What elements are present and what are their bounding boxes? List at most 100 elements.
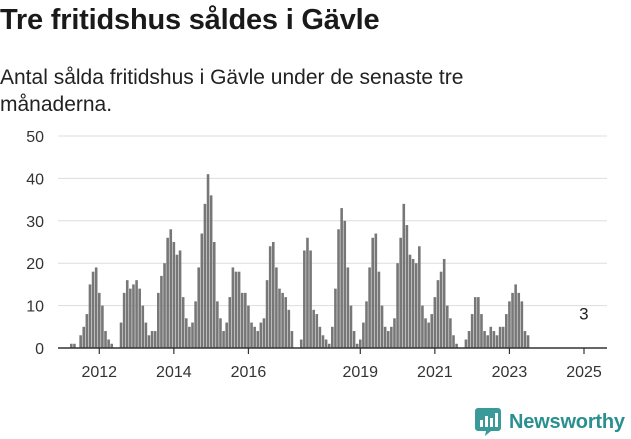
bar bbox=[141, 305, 145, 348]
bar bbox=[402, 203, 406, 348]
grid-lines bbox=[58, 135, 607, 307]
bar bbox=[160, 275, 163, 348]
bar bbox=[88, 284, 92, 348]
y-tick-label: 30 bbox=[26, 214, 44, 231]
bar bbox=[365, 301, 368, 348]
x-tick-label: 2021 bbox=[417, 364, 453, 381]
bar bbox=[455, 343, 458, 348]
chart-title: Tre fritidshus såldes i Gävle bbox=[0, 4, 380, 36]
bar bbox=[256, 331, 260, 348]
bar bbox=[495, 335, 499, 348]
bar bbox=[386, 331, 390, 348]
bar bbox=[150, 331, 154, 348]
bar bbox=[110, 343, 114, 348]
bar bbox=[368, 267, 371, 348]
y-tick-label: 50 bbox=[26, 129, 44, 146]
bar bbox=[473, 297, 477, 348]
bar bbox=[104, 331, 107, 348]
bar bbox=[377, 271, 381, 348]
bar bbox=[315, 314, 319, 348]
bar bbox=[501, 326, 505, 348]
bar bbox=[122, 292, 126, 348]
bar bbox=[324, 339, 328, 348]
bar bbox=[321, 335, 325, 348]
bar bbox=[200, 233, 204, 348]
bar bbox=[306, 237, 309, 348]
bar bbox=[225, 322, 228, 348]
bar bbox=[138, 288, 141, 348]
bar bbox=[520, 301, 524, 348]
bar bbox=[486, 335, 489, 348]
bar bbox=[259, 322, 263, 348]
bar bbox=[418, 246, 421, 348]
x-tick-label: 2016 bbox=[231, 364, 267, 381]
bar bbox=[421, 305, 424, 348]
bar bbox=[268, 246, 272, 348]
y-axis-tick-labels: 0 10 20 30 40 50 bbox=[26, 129, 44, 358]
bar bbox=[234, 271, 238, 348]
y-tick-label: 10 bbox=[26, 299, 44, 316]
chart-subtitle: Antal sålda fritidshus i Gävle under de … bbox=[0, 66, 464, 116]
bar bbox=[514, 284, 517, 348]
bar bbox=[203, 203, 207, 348]
bar bbox=[135, 280, 138, 348]
bar bbox=[327, 343, 331, 348]
x-tick-label: 2012 bbox=[81, 364, 117, 381]
bar bbox=[523, 331, 527, 348]
bar bbox=[517, 292, 521, 348]
bar bbox=[147, 335, 151, 348]
bar bbox=[340, 208, 343, 348]
bar bbox=[355, 343, 359, 348]
bar bbox=[184, 318, 188, 348]
bar bbox=[511, 292, 514, 348]
bar bbox=[393, 318, 396, 348]
bar bbox=[132, 284, 135, 348]
bar bbox=[157, 292, 160, 348]
bar bbox=[153, 331, 157, 348]
bar bbox=[358, 339, 362, 348]
bar bbox=[250, 322, 253, 348]
bar bbox=[262, 318, 266, 348]
bar bbox=[408, 254, 412, 348]
bar bbox=[427, 322, 430, 348]
bar bbox=[424, 318, 427, 348]
bar bbox=[352, 331, 356, 348]
bar bbox=[181, 297, 185, 348]
bar bbox=[253, 326, 256, 348]
bar bbox=[362, 322, 365, 348]
bar bbox=[278, 288, 281, 348]
bar bbox=[390, 326, 393, 348]
bar bbox=[237, 271, 241, 348]
newsworthy-icon bbox=[475, 408, 501, 436]
y-tick-label: 40 bbox=[26, 171, 44, 188]
bar bbox=[287, 309, 291, 348]
bar bbox=[216, 301, 219, 348]
bar bbox=[194, 301, 197, 348]
bar bbox=[94, 267, 98, 348]
bar bbox=[222, 331, 225, 348]
bar bbox=[464, 339, 468, 348]
bar bbox=[337, 229, 340, 348]
bar bbox=[414, 263, 418, 348]
bar bbox=[129, 288, 132, 348]
bar bbox=[374, 233, 378, 348]
bar bbox=[271, 242, 275, 348]
x-tick-label: 2014 bbox=[156, 364, 192, 381]
bar bbox=[228, 297, 232, 348]
bar bbox=[331, 326, 334, 348]
bar bbox=[346, 267, 350, 348]
bar bbox=[73, 343, 76, 348]
x-tick-label: 2019 bbox=[342, 364, 378, 381]
bar bbox=[343, 220, 347, 348]
bar bbox=[265, 280, 269, 348]
bar bbox=[445, 305, 449, 348]
bar bbox=[175, 254, 179, 348]
bar bbox=[312, 309, 315, 348]
bar bbox=[191, 322, 194, 348]
bar bbox=[489, 326, 493, 348]
bar bbox=[483, 331, 486, 348]
bar bbox=[526, 335, 530, 348]
bar bbox=[101, 305, 104, 348]
bar bbox=[318, 326, 322, 348]
